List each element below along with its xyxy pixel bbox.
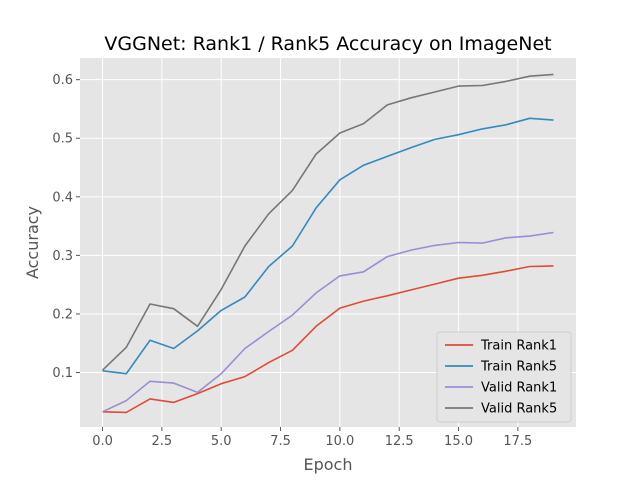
y-tick-label: 0.3: [52, 249, 73, 264]
x-tick-label: 0.0: [92, 434, 113, 449]
series-line-valid-rank5: [101, 73, 554, 371]
x-tick-label: 15.0: [444, 434, 473, 449]
y-tick-label: 0.4: [52, 190, 73, 205]
y-axis-label: Accuracy: [23, 206, 42, 279]
series-lines: [101, 73, 554, 414]
legend-entry-label: Valid Rank5: [481, 402, 557, 417]
series-line-valid-rank1: [102, 231, 554, 413]
x-tick-label: 5.0: [211, 434, 232, 449]
x-tick-label: 10.0: [325, 434, 354, 449]
legend-entry-label: Train Rank5: [480, 360, 557, 375]
y-tick-label: 0.6: [52, 73, 73, 88]
legend-entry-label: Valid Rank1: [481, 381, 557, 396]
x-tick-label: 17.5: [503, 434, 532, 449]
legend-entry-label: Train Rank1: [480, 339, 557, 354]
chart-title: VGGNet: Rank1 / Rank5 Accuracy on ImageN…: [104, 33, 551, 55]
x-tick-label: 2.5: [152, 434, 173, 449]
y-tick-label: 0.5: [52, 132, 73, 147]
series-line-train-rank1: [102, 265, 554, 414]
y-tick-label: 0.2: [52, 307, 73, 322]
y-tick-label: 0.1: [52, 366, 73, 381]
x-tick-label: 12.5: [385, 434, 414, 449]
series-line-train-rank5: [102, 117, 554, 375]
legend-box: [436, 331, 572, 423]
x-tick-label: 7.5: [270, 434, 291, 449]
x-axis-label: Epoch: [304, 455, 353, 474]
axis-ticks: 0.0 2.5 5.0 7.5 10.0 12.5 15.0 17.5 0.1 0.2 0.3 0.4…: [52, 73, 532, 449]
legend: Train Rank1 Train Rank5 Valid Rank1 Valid R…: [436, 331, 572, 423]
